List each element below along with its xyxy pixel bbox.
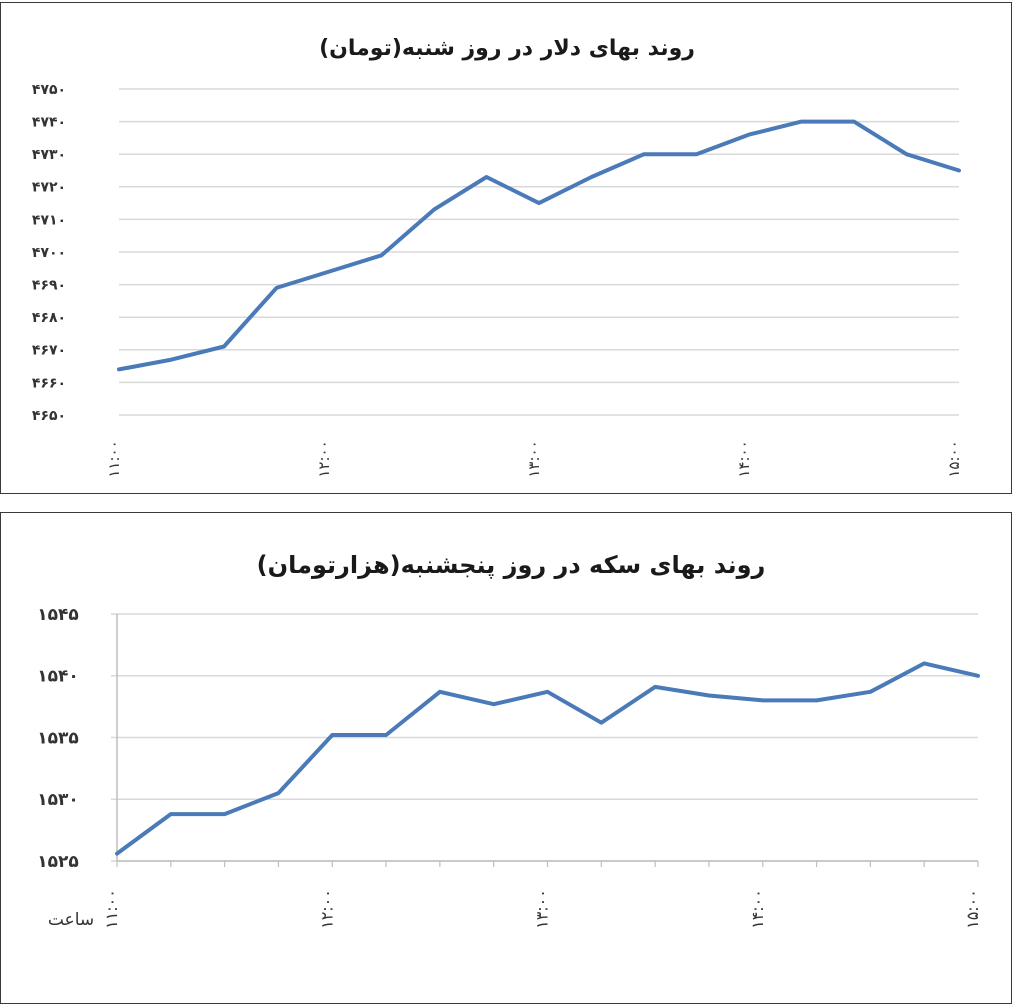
series-line [117,119,961,372]
y-tick-label: ۴۷۴۰ [32,115,66,131]
dollar-chart-panel: روند بهای دلار در روز شنبه(تومان) ۴۶۵۰ ۴۶۶… [0,2,1012,494]
x-tick-label: ۱۵:۰۰ [963,889,982,929]
x-axis-label: ساعت [48,910,94,930]
x-tick-label: ۱۴:۰۰ [748,889,767,929]
x-tick-label: ۱۴:۰۰ [735,440,753,477]
y-tick-label: ۱۵۳۵ [37,728,79,748]
coin-chart-panel: روند بهای سکه در روز پنجشنبه(هزارتومان) ۱… [0,512,1012,1004]
x-tick-label: ۱۲:۰۰ [315,440,333,477]
y-tick-label: ۴۷۰۰ [32,245,66,261]
x-tick-label: ۱۳:۰۰ [525,440,543,477]
y-tick-label: ۴۶۸۰ [32,310,66,326]
y-tick-label: ۱۵۴۵ [37,605,79,625]
coin-chart: روند بهای سکه در روز پنجشنبه(هزارتومان) ۱… [37,551,982,930]
chart-title: روند بهای سکه در روز پنجشنبه(هزارتومان) [257,551,766,579]
chart-title: روند بهای دلار در روز شنبه(تومان) [319,36,695,61]
x-tick-label: ۱۵:۰۰ [945,440,963,477]
y-tick-label: ۱۵۲۵ [37,852,79,872]
y-tick-label: ۴۶۵۰ [32,408,66,424]
y-tick-label: ۴۷۱۰ [32,212,66,228]
dollar-chart: روند بهای دلار در روز شنبه(تومان) ۴۶۵۰ ۴۶۶… [32,36,963,478]
y-tick-label: ۴۷۵۰ [32,82,66,98]
x-tick-label: ۱۲:۰۰ [317,889,336,929]
series-line [115,661,980,856]
y-tick-label: ۴۷۲۰ [32,180,66,196]
x-tick-label: ۱۳:۰۰ [533,889,552,929]
y-tick-label: ۴۶۶۰ [32,375,66,391]
y-tick-label: ۴۷۳۰ [32,147,66,163]
x-tick-label: ۱۱:۰۰ [102,889,121,929]
y-tick-label: ۱۵۴۰ [37,667,79,687]
x-tick-label: ۱۱:۰۰ [105,440,123,477]
y-tick-label: ۱۵۳۰ [37,790,79,810]
y-tick-label: ۴۶۹۰ [32,278,66,294]
y-tick-label: ۴۶۷۰ [32,343,66,359]
